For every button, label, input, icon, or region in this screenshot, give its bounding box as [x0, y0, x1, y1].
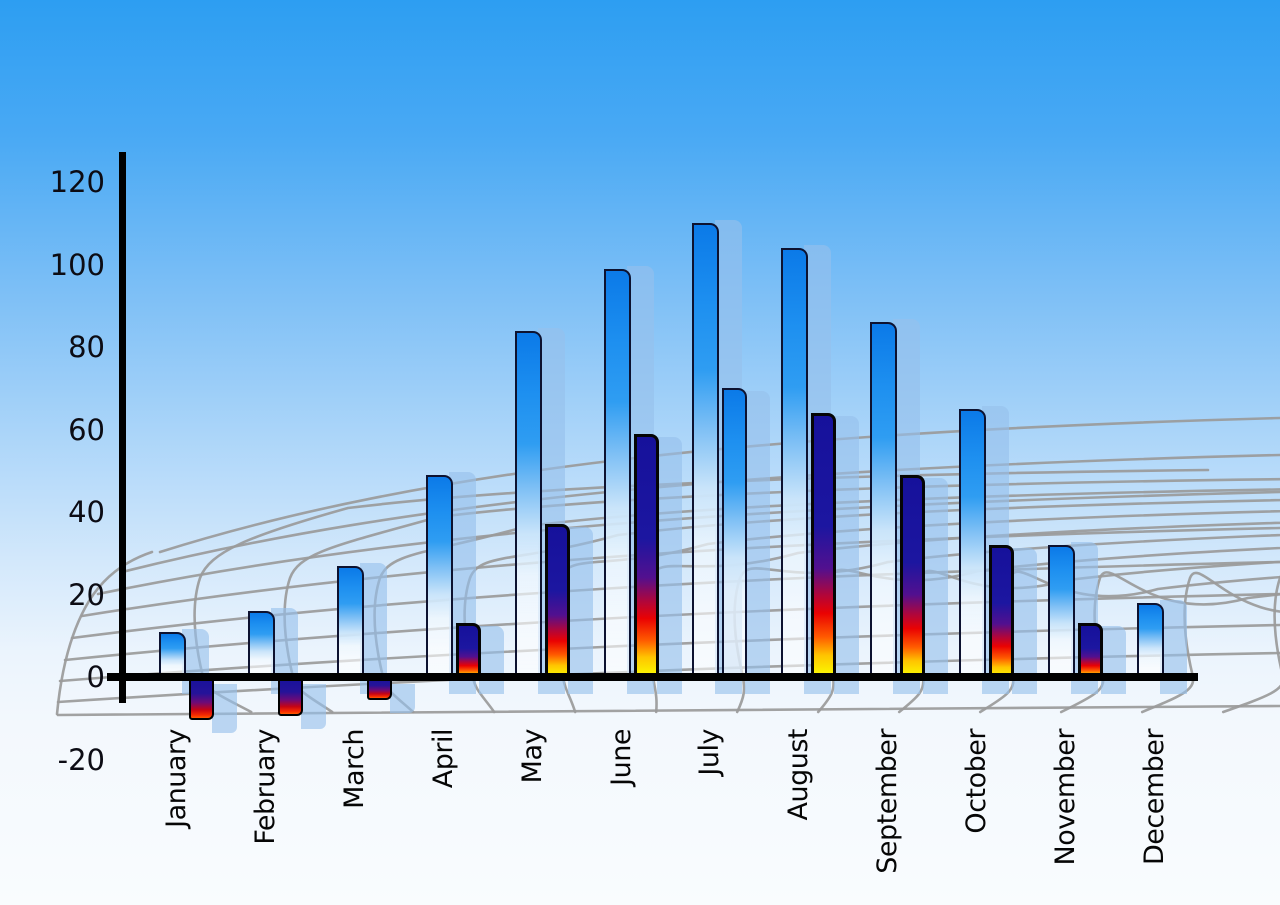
bar-may-series2	[544, 524, 570, 679]
echo-february-series2	[300, 684, 326, 730]
y-tick-label: 0	[86, 660, 105, 694]
bar-september-series2	[900, 474, 926, 679]
x-label-may: May	[516, 729, 548, 784]
echo-april-series2	[478, 626, 504, 694]
x-label-february: February	[249, 729, 281, 845]
bar-january-series1	[159, 631, 186, 679]
y-tick-label: -20	[57, 742, 105, 777]
x-label-june: June	[605, 729, 637, 786]
x-label-november: November	[1050, 729, 1081, 866]
bar-february-series2	[277, 677, 303, 717]
echo-january-series2	[212, 684, 237, 734]
echo-march-series1	[359, 562, 387, 694]
echo-june-series2	[656, 436, 682, 694]
bar-july-series2	[722, 388, 748, 679]
echo-may-series2	[567, 527, 593, 694]
echo-july-series2	[745, 391, 771, 694]
bar-january-series2	[189, 677, 214, 721]
bar-august-series1	[781, 248, 809, 679]
x-label-march: March	[338, 729, 370, 809]
bar-march-series1	[336, 565, 364, 679]
y-tick-label: 100	[49, 247, 105, 282]
bar-may-series1	[514, 330, 542, 679]
y-axis-line	[119, 152, 126, 703]
bar-october-series2	[989, 545, 1015, 679]
y-tick-label: 40	[68, 495, 105, 529]
echo-november-series2	[1101, 626, 1126, 694]
x-label-october: October	[961, 729, 993, 834]
bar-april-series1	[425, 474, 453, 679]
x-label-august: August	[783, 729, 815, 821]
echo-august-series2	[834, 416, 860, 694]
bar-august-series2	[811, 413, 837, 679]
x-label-december: December	[1138, 729, 1170, 866]
x-axis-line	[107, 673, 1198, 681]
y-tick-label: 60	[68, 412, 105, 447]
x-label-july: July	[694, 729, 726, 776]
x-label-september: September	[872, 729, 904, 874]
bar-september-series1	[870, 322, 898, 679]
bar-december-series1	[1136, 602, 1164, 679]
y-tick-label: 120	[49, 165, 105, 199]
y-tick-label: 80	[68, 330, 105, 364]
echo-october-series2	[1012, 548, 1038, 694]
x-label-april: April	[427, 729, 459, 789]
bar-july-series1	[692, 223, 720, 679]
bar-june-series1	[603, 268, 631, 679]
bar-june-series2	[633, 433, 659, 679]
echo-september-series2	[923, 477, 949, 694]
y-tick-label: 20	[68, 577, 105, 612]
bar-february-series1	[247, 611, 275, 679]
bar-april-series2	[455, 623, 481, 679]
bar-november-series1	[1048, 545, 1075, 679]
bar-november-series2	[1078, 623, 1103, 679]
bar-october-series1	[959, 408, 987, 679]
x-label-january: January	[161, 729, 192, 828]
bar-march-series2	[366, 677, 392, 700]
echo-march-series2	[389, 684, 415, 713]
